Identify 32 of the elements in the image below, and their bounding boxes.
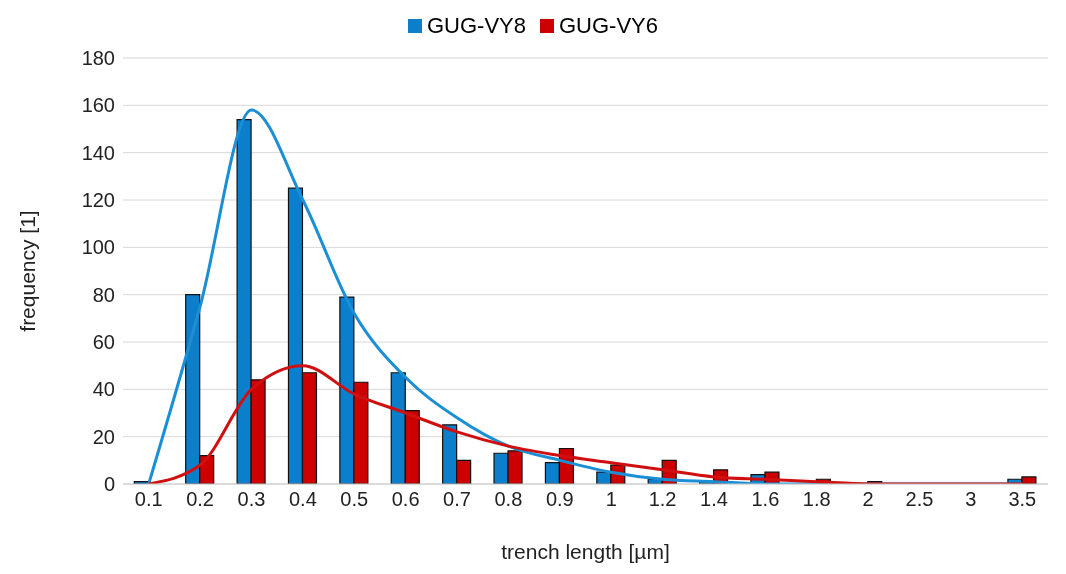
y-tick-label: 80 — [92, 283, 115, 306]
y-tick-label: 100 — [81, 236, 115, 259]
y-tick-label: 160 — [81, 94, 115, 117]
x-tick-label: 1.6 — [751, 488, 780, 511]
x-tick-label: 3.5 — [1008, 488, 1037, 511]
legend-label: GUG-VY8 — [425, 13, 526, 39]
x-tick-label: 0.7 — [443, 488, 471, 511]
y-tick-label: 40 — [92, 378, 115, 401]
x-tick-label: 0.3 — [237, 488, 266, 511]
x-tick-label: 2 — [862, 488, 874, 511]
x-tick-label: 0.6 — [391, 488, 420, 511]
x-tick-label: 1.4 — [700, 488, 728, 511]
x-tick-label: 3 — [965, 488, 977, 511]
x-axis-title: trench length [µm] — [501, 540, 670, 563]
x-tick-label: 0.9 — [545, 488, 574, 511]
x-tick-label: 2.5 — [905, 488, 934, 511]
x-tick-label: 0.1 — [134, 488, 163, 511]
y-tick-label: 140 — [81, 141, 115, 164]
x-tick-label: 0.2 — [186, 488, 214, 511]
x-tick-label: 1 — [605, 488, 617, 511]
legend-label: GUG-VY6 — [558, 13, 659, 39]
y-tick-label: 120 — [81, 189, 115, 212]
x-tick-label: 0.5 — [340, 488, 369, 511]
x-tick-label: 1.2 — [648, 488, 677, 511]
y-tick-label: 60 — [92, 331, 115, 354]
x-tick-label: 0.8 — [494, 488, 523, 511]
y-tick-label: 20 — [92, 425, 115, 448]
x-tick-label: 0.4 — [288, 488, 317, 511]
y-tick-label: 180 — [81, 47, 115, 70]
x-tick-label: 1.8 — [802, 488, 831, 511]
y-tick-label: 0 — [103, 473, 115, 496]
y-axis-title: frequency [1] — [16, 210, 40, 332]
